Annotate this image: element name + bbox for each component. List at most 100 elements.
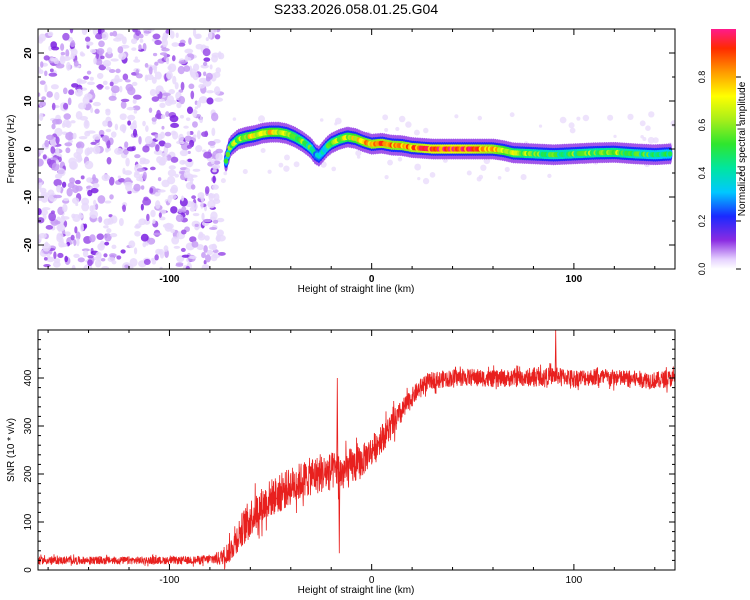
noise-blob: [60, 51, 66, 56]
noise-blob: [131, 81, 138, 87]
colorbar-tick-label: 0.4: [697, 167, 707, 180]
noise-blob: [206, 249, 214, 256]
noise-blob: [38, 66, 42, 74]
noise-blob: [52, 118, 60, 125]
halo-blob: [387, 159, 393, 166]
halo-blob: [613, 134, 617, 139]
y-tick-label: 300: [23, 417, 34, 434]
noise-blob: [159, 266, 163, 269]
noise-blob: [214, 97, 224, 102]
noise-blob: [45, 225, 54, 230]
noise-blob: [117, 46, 124, 54]
trace-cell: [225, 151, 231, 158]
halo-blob: [509, 112, 515, 118]
noise-blob: [132, 98, 137, 104]
noise-blob: [89, 210, 99, 219]
noise-blob: [75, 147, 84, 155]
noise-blob: [106, 47, 113, 55]
noise-blob: [157, 189, 166, 193]
noise-blob: [167, 169, 177, 177]
noise-blob: [102, 120, 108, 127]
noise-blob: [85, 41, 94, 46]
noise-blob: [70, 48, 78, 57]
colorbar-gradient: [711, 29, 736, 269]
noise-blob: [207, 140, 216, 146]
noise-blob: [42, 207, 51, 211]
noise-blob: [78, 136, 88, 140]
noise-blob: [203, 151, 213, 159]
noise-blob: [208, 30, 213, 40]
noise-blob: [63, 113, 71, 120]
halo-blob: [242, 169, 248, 175]
noise-blob: [43, 263, 51, 268]
noise-blob: [90, 107, 94, 114]
halo-blob: [278, 162, 284, 168]
noise-blob: [39, 101, 47, 107]
noise-blob: [150, 209, 156, 218]
noise-blob: [92, 29, 98, 36]
noise-blob: [123, 170, 133, 176]
noise-blob: [53, 258, 61, 264]
noise-blob: [169, 115, 179, 123]
halo-blob: [576, 116, 581, 121]
noise-blob: [73, 60, 79, 67]
noise-blob: [205, 254, 211, 263]
noise-blob: [96, 72, 104, 80]
noise-blob: [163, 245, 169, 252]
noise-blob: [217, 251, 226, 256]
noise-blob: [48, 212, 57, 222]
noise-blob: [53, 178, 63, 187]
halo-blob: [334, 117, 342, 125]
noise-blob: [40, 61, 44, 68]
noise-blob: [71, 264, 76, 269]
noise-blob: [174, 82, 179, 90]
noise-blob: [158, 212, 162, 218]
noise-blob: [206, 97, 214, 105]
noise-blob: [138, 136, 142, 145]
noise-blob: [181, 206, 187, 213]
noise-blob: [212, 219, 219, 224]
noise-blob: [63, 102, 69, 110]
noise-blob: [138, 33, 144, 39]
noise-blob: [117, 175, 122, 179]
noise-blob: [205, 37, 209, 42]
noise-blob: [151, 117, 157, 122]
noise-blob: [179, 149, 189, 157]
noise-blob: [120, 249, 126, 254]
noise-blob: [142, 197, 152, 206]
noise-blob: [76, 238, 80, 247]
noise-blob: [210, 159, 215, 165]
noise-blob: [127, 114, 136, 121]
noise-blob: [132, 105, 141, 111]
halo-blob: [417, 176, 421, 181]
noise-blob: [159, 52, 168, 56]
noise-blob: [128, 240, 136, 249]
noise-blob: [142, 145, 150, 153]
noise-blob: [72, 197, 80, 204]
halo-blob: [642, 137, 647, 141]
noise-blob: [214, 34, 221, 40]
noise-blob: [168, 89, 176, 95]
noise-blob: [171, 130, 177, 136]
noise-blob: [173, 245, 181, 249]
noise-blob: [217, 234, 226, 242]
noise-blob: [50, 57, 55, 62]
noise-blob: [38, 177, 43, 184]
noise-blob: [136, 176, 144, 182]
noise-blob: [40, 194, 49, 203]
halo-blob: [414, 163, 422, 171]
noise-blob: [172, 75, 177, 85]
noise-blob: [186, 131, 191, 136]
noise-blob: [199, 116, 204, 124]
noise-blob: [41, 96, 47, 101]
noise-blob: [83, 223, 88, 229]
noise-blob: [213, 86, 221, 96]
noise-blob: [171, 55, 176, 62]
noise-blob: [174, 173, 180, 178]
noise-blob: [185, 209, 190, 216]
noise-blob: [194, 223, 199, 227]
noise-blob: [95, 58, 103, 66]
noise-blob: [60, 43, 65, 51]
noise-blob: [151, 65, 158, 70]
